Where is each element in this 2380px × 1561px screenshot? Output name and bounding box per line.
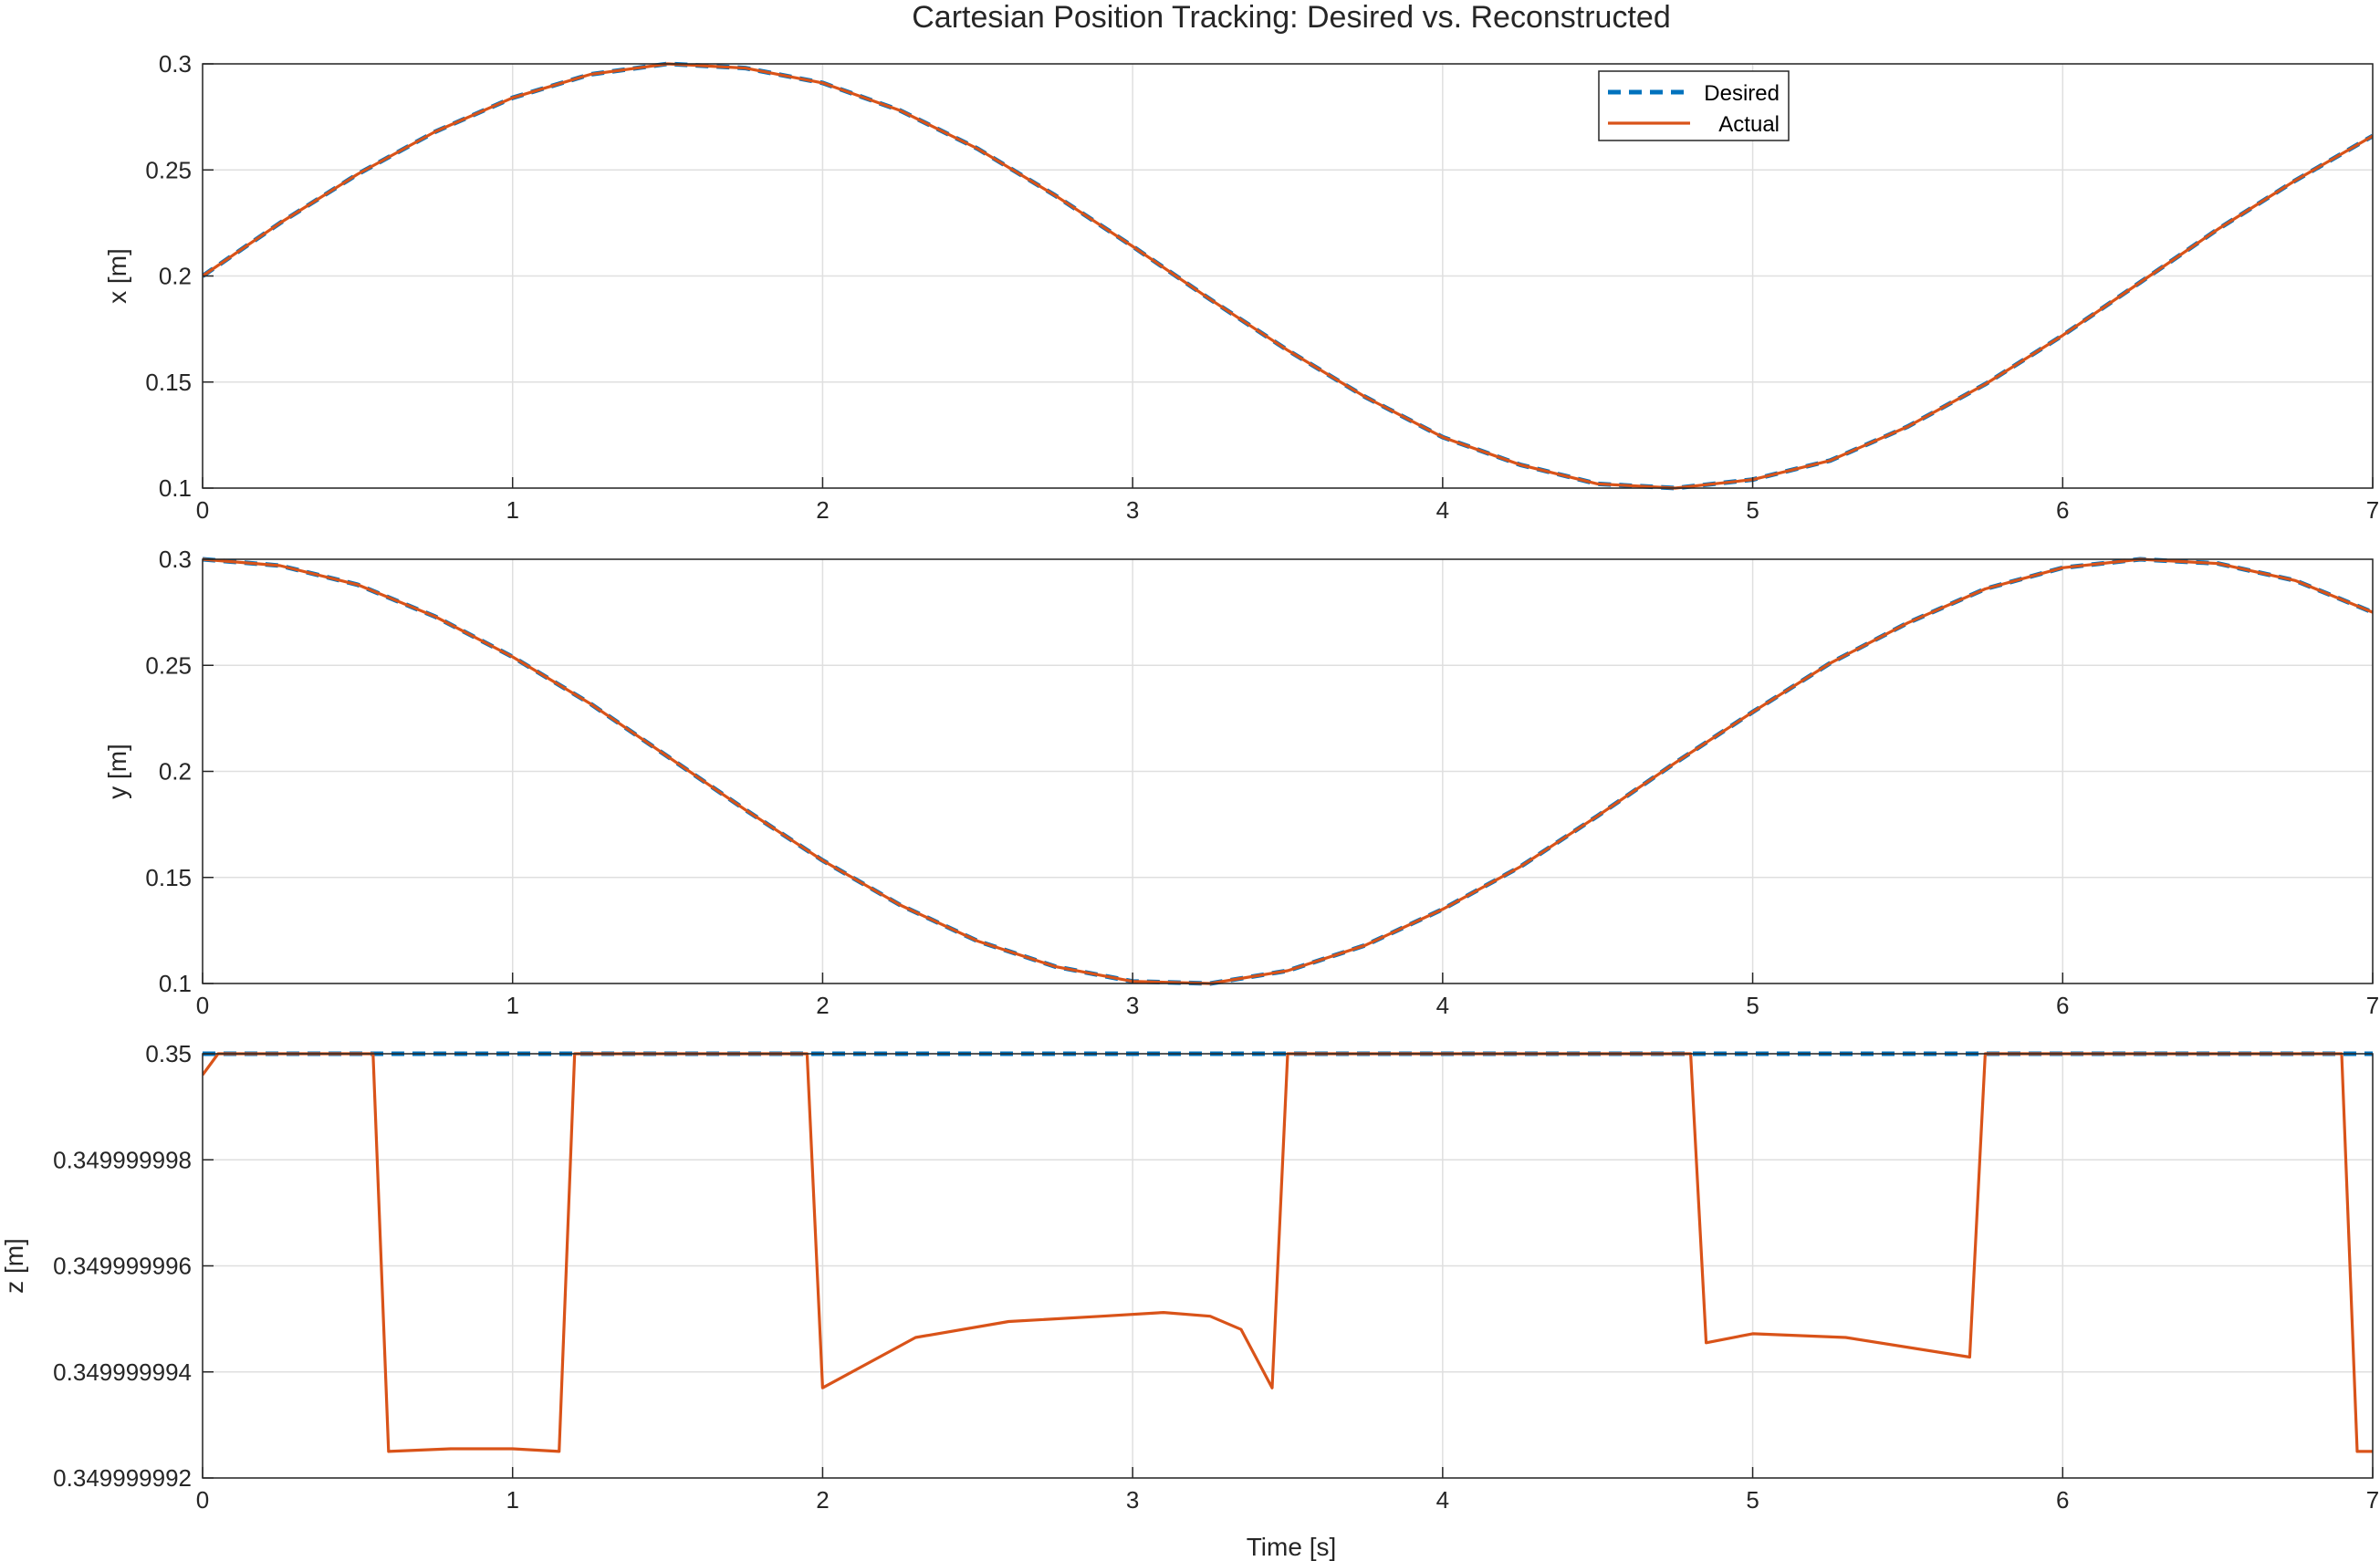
x-tick-label: 2 <box>816 1486 829 1514</box>
series-group <box>203 557 2373 986</box>
y-axis-label: y [m] <box>103 744 131 799</box>
y-tick-label: 0.35 <box>145 1040 192 1067</box>
x-tick-label: 7 <box>2366 992 2379 1019</box>
series-group <box>203 61 2373 491</box>
x-tick-label: 6 <box>2056 1486 2069 1514</box>
subplot-3: 0 1 2 3 4 5 6 7 0.349999992 0.349999994 0.34999999… <box>0 1040 2379 1514</box>
subplot-2: 0 1 2 3 4 5 6 7 0.1 0.15 0.2 0.25 0.3 y [m] <box>103 546 2379 1019</box>
series-group <box>203 1051 2373 1453</box>
legend-box <box>1598 70 1790 141</box>
x-axis-label: Time [s] <box>1247 1533 1337 1561</box>
x-tick-label: 3 <box>1126 496 1139 524</box>
x-tick-label: 6 <box>2056 496 2069 524</box>
x-tick-label: 7 <box>2366 1486 2379 1514</box>
y-tick-label: 0.349999992 <box>53 1464 192 1492</box>
y-tick-label: 0.1 <box>159 970 192 997</box>
x-tick-label: 5 <box>1746 992 1759 1019</box>
x-tick-label: 0 <box>196 1486 209 1514</box>
series-line-actual <box>203 1052 2373 1453</box>
grid <box>202 63 2374 489</box>
x-tick-label: 0 <box>196 992 209 1019</box>
grid <box>202 558 2374 984</box>
figure-title: Cartesian Position Tracking: Desired vs.… <box>912 0 1670 35</box>
legend-label-desired: Desired <box>1704 81 1780 106</box>
y-tick-label: 0.2 <box>159 263 192 290</box>
x-tick-label: 3 <box>1126 1486 1139 1514</box>
series-line-actual <box>203 557 2373 985</box>
x-tick-label: 7 <box>2366 496 2379 524</box>
y-axis-label: x [m] <box>103 248 131 304</box>
y-axis-label: z [m] <box>0 1238 28 1294</box>
x-tick-label: 0 <box>196 496 209 524</box>
y-tick-label: 0.349999996 <box>53 1253 192 1280</box>
y-tick-label: 0.2 <box>159 758 192 786</box>
y-tick-label: 0.3 <box>159 546 192 573</box>
y-tick-label: 0.349999994 <box>53 1358 192 1386</box>
series-line-actual <box>203 62 2373 490</box>
x-tick-label: 4 <box>1436 992 1449 1019</box>
y-tick-label: 0.25 <box>145 651 192 679</box>
subplot-1: 0 1 2 3 4 5 6 7 0.1 0.15 0.2 0.25 0.3 x [m] <box>103 50 2379 524</box>
x-tick-label: 4 <box>1436 1486 1449 1514</box>
x-tick-label: 1 <box>506 1486 518 1514</box>
x-tick-label: 2 <box>816 496 829 524</box>
y-tick-label: 0.349999998 <box>53 1146 192 1173</box>
y-tick-label: 0.25 <box>145 156 192 183</box>
y-tick-label: 0.15 <box>145 864 192 891</box>
x-tick-label: 3 <box>1126 992 1139 1019</box>
subplots: 0 1 2 3 4 5 6 70.10.150.20.250.3x [m]0 1 2 3 4 5 6 70.… <box>0 50 2379 1514</box>
x-tick-label: 6 <box>2056 992 2069 1019</box>
x-tick-label: 1 <box>506 496 518 524</box>
x-tick-label: 5 <box>1746 496 1759 524</box>
y-tick-label: 0.3 <box>159 50 192 78</box>
x-tick-label: 1 <box>506 992 518 1019</box>
x-tick-label: 2 <box>816 992 829 1019</box>
y-tick-label: 0.1 <box>159 474 192 502</box>
x-tick-label: 5 <box>1746 1486 1759 1514</box>
y-tick-label: 0.15 <box>145 369 192 396</box>
grid <box>202 1053 2374 1479</box>
legend-label-actual: Actual <box>1718 112 1780 137</box>
x-tick-label: 4 <box>1436 496 1449 524</box>
legend: Desired Actual <box>1598 70 1790 141</box>
